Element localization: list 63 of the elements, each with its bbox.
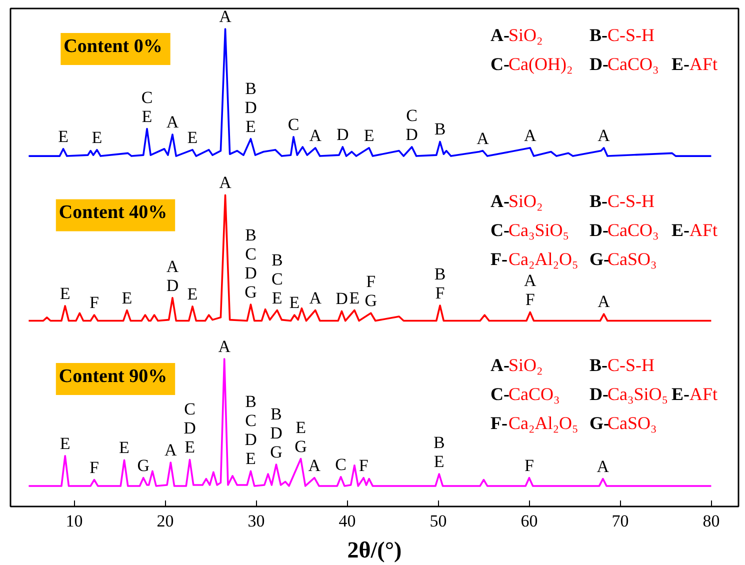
annotation: Content 0%: [64, 36, 162, 58]
annotation: E: [289, 293, 300, 312]
annotation: A: [309, 288, 322, 308]
x-tick-label: 40: [338, 512, 356, 530]
annotation: A F: [524, 271, 537, 310]
annotation: A D: [166, 256, 180, 295]
annotation: B C D G: [244, 226, 257, 302]
annotation: C: [288, 114, 300, 134]
annotation: F: [89, 458, 99, 477]
x-tick-label: 20: [156, 512, 174, 530]
x-tick-label: 70: [612, 512, 629, 530]
annotation: A: [309, 126, 322, 145]
text: A-SiO₂ B-C-S-H C-Ca₃SiO₅ D-CaCO₃ E-AFt F-Ca₂Al₂O₅ G-CaSO₃: [490, 191, 718, 270]
annotation: A: [219, 7, 232, 26]
annotation: E: [187, 128, 198, 147]
annotation: A: [598, 292, 611, 312]
annotation: E: [349, 288, 360, 308]
annotation: A: [476, 128, 490, 148]
annotation: A: [524, 126, 537, 145]
annotation: F G: [364, 272, 378, 310]
annotation: B D E: [244, 78, 257, 136]
annotation: E: [122, 288, 132, 308]
annotation: E: [60, 434, 70, 453]
annotation: F: [524, 456, 534, 475]
annotation: C E: [141, 88, 153, 126]
annotation: E: [58, 126, 68, 146]
annotation: E: [187, 284, 198, 304]
text: A-SiO₂ B-C-S-H C-CaCO₃ D-Ca₃SiO₅ E-AFt F-Ca₂Al₂O₅ G-CaSO₃: [490, 354, 718, 433]
annotation: F: [358, 456, 368, 475]
annotation: B F: [434, 264, 446, 302]
text: A-SiO₂ B-C-S-H C-Ca(OH)₂ D-CaCO₃ E-AFt: [490, 25, 718, 74]
annotation: B C D E: [244, 392, 257, 468]
annotation: E G: [294, 418, 307, 456]
x-axis-title: 2θ/(°): [347, 538, 402, 562]
annotation: G: [137, 456, 150, 475]
annotation: A: [598, 126, 611, 145]
x-tick-label: 30: [248, 512, 265, 530]
annotation: Content 40%: [58, 202, 168, 224]
annotation: Content 90%: [58, 366, 168, 387]
annotation: A: [308, 456, 322, 475]
annotation: A: [596, 456, 610, 476]
annotation: C D: [406, 106, 418, 144]
x-tick-label: 10: [66, 512, 83, 530]
annotation: D: [336, 124, 349, 144]
annotation: E: [119, 438, 130, 458]
annotation: E: [92, 128, 102, 147]
annotation: F: [89, 293, 99, 312]
annotation: B: [434, 120, 446, 139]
x-tick-label: 50: [430, 512, 447, 530]
annotation: A: [219, 173, 232, 192]
annotation: D: [336, 289, 348, 308]
annotation: A: [164, 440, 178, 460]
annotation: B D G: [270, 404, 282, 462]
annotation: B C E: [271, 250, 283, 308]
x-tick-label: 80: [702, 512, 720, 530]
annotation: E: [364, 126, 374, 145]
annotation: B E: [433, 433, 445, 472]
annotation: A: [218, 336, 232, 356]
x-tick-label: 60: [520, 512, 538, 530]
annotation: C D E: [184, 400, 196, 457]
annotation: C: [335, 454, 347, 474]
annotation: E: [60, 284, 70, 303]
annotation: A: [166, 112, 180, 132]
